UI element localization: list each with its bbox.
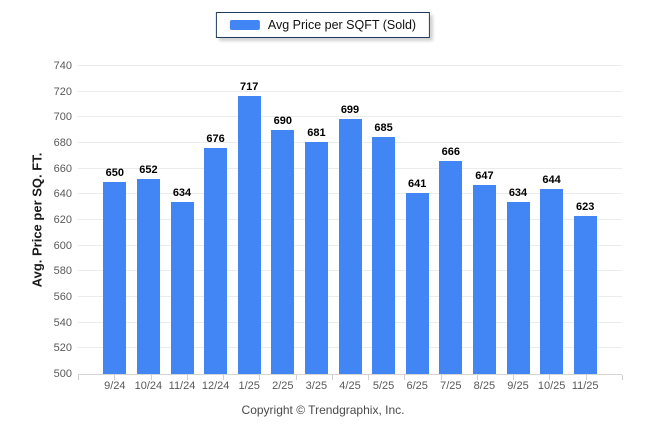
bar-value-label: 644 [542,174,561,187]
bar-value-label: 634 [172,187,192,200]
y-tick-label: 540 [53,316,72,329]
bar [506,202,530,374]
axis-tick [513,375,515,380]
bar [170,202,194,374]
bar [472,185,496,374]
bar-value-label: 666 [441,145,460,158]
x-tick-label: 1/25 [238,380,260,392]
x-tick-label: 9/25 [507,380,529,392]
x-tick-label: 9/24 [104,380,126,392]
bar-value-label: 699 [340,103,360,116]
axis-tick [295,375,297,380]
axis-tick [223,375,225,380]
x-axis-line [78,374,622,375]
x-tick-label: 7/25 [440,380,462,392]
bar-value-label: 650 [105,166,124,179]
x-tick-label: 2/25 [272,380,294,392]
axis-tick [150,375,152,380]
bar-value-label: 681 [307,126,326,139]
axis-tick [186,375,188,380]
legend-label: Avg Price per SQFT (Sold) [267,18,417,32]
axis-tick [440,375,442,380]
bar [271,130,295,374]
axis-tick [114,375,116,380]
bar [338,118,362,374]
axis-tick [331,375,333,380]
x-tick-label: 10/25 [537,380,566,392]
axis-tick [368,375,370,380]
y-tick-label: 560 [53,291,72,303]
axis-tick [622,375,623,380]
y-tick-label: 640 [53,188,72,201]
y-tick-label: 520 [53,342,72,355]
bar [304,141,328,374]
x-tick-label: 6/25 [406,380,428,392]
bar-value-label: 685 [374,121,393,134]
y-tick-label: 680 [53,137,72,149]
bar-value-label: 641 [408,178,427,191]
x-tick-label: 12/24 [201,380,230,392]
x-tick-label: 5/25 [372,380,395,392]
copyright-text: Copyright © Trendgraphix, Inc. [241,403,405,417]
gridline [78,65,622,66]
y-tick-label: 620 [53,214,72,226]
bar [103,181,127,374]
axis-tick [404,375,406,380]
legend: Avg Price per SQFT (Sold) [215,12,431,38]
bar-value-label: 634 [508,187,528,200]
bar-value-label: 647 [475,170,494,183]
y-tick-label: 580 [53,265,72,278]
x-tick-label: 8/25 [473,380,496,392]
bar-value-label: 717 [240,80,259,93]
bar [204,148,228,374]
bar [136,178,160,374]
bar-value-label: 623 [576,201,595,214]
plot-area: 650 652 634 676 717 690 681 699 685 641 666 647 634 6… [78,65,623,380]
y-tick-label: 720 [53,85,72,98]
bar [405,193,429,374]
bar [439,160,463,374]
x-tick-label: 3/25 [305,380,328,392]
legend-swatch-icon [229,20,260,30]
y-tick-label: 600 [53,239,72,252]
x-tick-label: 4/25 [339,380,361,392]
gridline [78,116,622,118]
bar [540,189,564,374]
axis-tick [549,375,551,380]
bar [573,216,597,374]
axis-tick [476,375,478,380]
bar-value-label: 652 [139,163,158,176]
axis-tick [585,375,587,380]
x-tick-label: 11/24 [168,380,196,392]
axis-tick [259,375,261,380]
y-tick-label: 700 [53,111,72,124]
x-tick-label: 10/24 [134,380,163,392]
bar-value-label: 676 [206,133,225,146]
bar-value-label: 690 [273,115,292,128]
y-tick-label: 740 [53,60,72,72]
y-tick-label: 500 [53,368,72,380]
gridline [78,90,622,92]
axis-tick [78,375,79,380]
x-tick-label: 11/25 [571,380,599,392]
y-tick-label: 660 [53,162,72,175]
bar [237,95,261,374]
bar [372,136,396,374]
